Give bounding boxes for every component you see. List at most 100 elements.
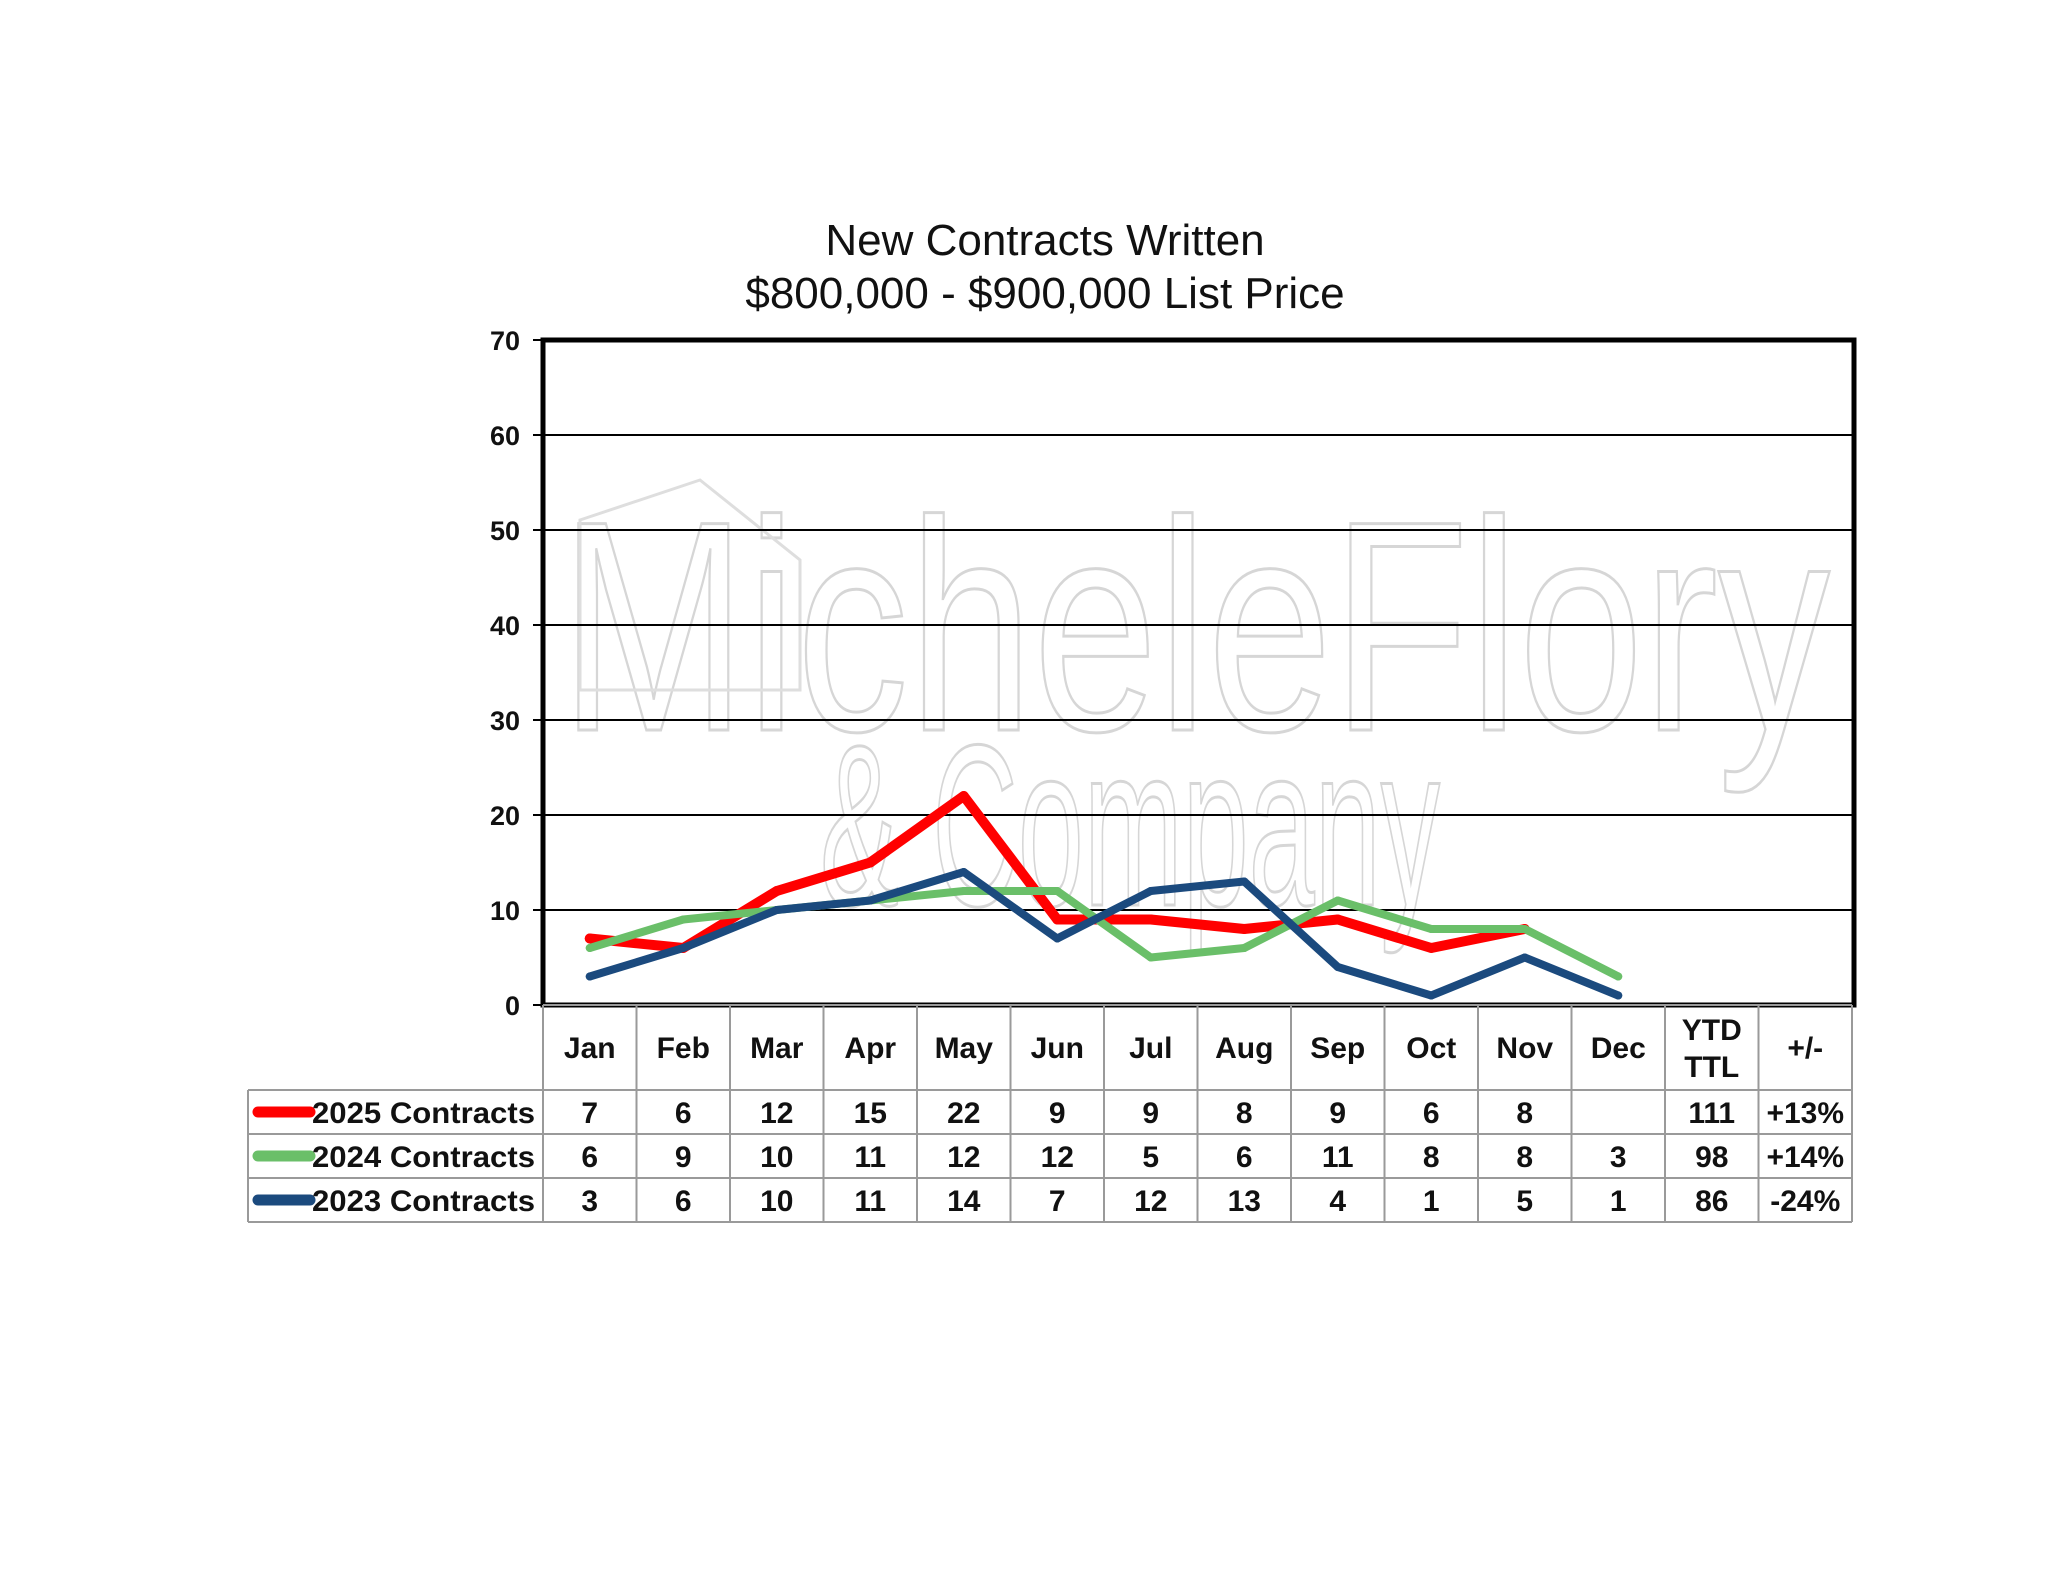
y-tick-label: 50 xyxy=(490,516,520,546)
x-tick-label: Nov xyxy=(1496,1032,1553,1065)
table-cell-value: 3 xyxy=(1610,1141,1627,1174)
y-tick-label: 70 xyxy=(490,326,520,356)
chart-title-group: New Contracts Written $800,000 - $900,00… xyxy=(745,216,1344,318)
x-tick-label: Jun xyxy=(1031,1032,1084,1065)
data-point xyxy=(1332,914,1343,925)
table-cell-value: 12 xyxy=(760,1097,793,1130)
legend-label: 2023 Contracts xyxy=(312,1185,535,1218)
table-cell-value: 4 xyxy=(1329,1185,1346,1218)
data-point xyxy=(958,791,969,801)
x-tick-label: Jan xyxy=(564,1032,616,1065)
data-point xyxy=(584,933,595,944)
data-point xyxy=(1614,972,1623,981)
data-point xyxy=(1427,925,1436,933)
table-cell-value: 7 xyxy=(581,1097,598,1130)
ytd-total-cell: 111 xyxy=(1688,1097,1735,1130)
legend-label: 2024 Contracts xyxy=(312,1141,535,1174)
data-point xyxy=(959,868,968,876)
data-point xyxy=(1240,877,1249,886)
data-point xyxy=(679,944,688,952)
change-cell: +13% xyxy=(1766,1097,1844,1130)
data-point xyxy=(959,887,968,895)
table-cell-value: 10 xyxy=(760,1185,793,1218)
table-cell-value: 5 xyxy=(1142,1141,1159,1174)
table-cell-value: 1 xyxy=(1423,1185,1440,1218)
y-axis-ticks: 0 10 20 30 40 50 60 70 xyxy=(490,326,543,1021)
table-cell-value: 11 xyxy=(1322,1141,1354,1174)
table-cell-value: 12 xyxy=(1134,1185,1167,1218)
series-lines xyxy=(584,791,1623,1000)
data-point xyxy=(1053,934,1062,943)
data-point xyxy=(1146,887,1155,895)
watermark-line-1: MicheleFlory xyxy=(560,458,1830,796)
data-point xyxy=(585,972,594,981)
y-tick-label: 30 xyxy=(490,706,520,736)
series-line xyxy=(585,887,1623,981)
data-point xyxy=(1427,991,1436,1000)
ytd-total-cell: 86 xyxy=(1695,1185,1728,1218)
table-cell-value: 6 xyxy=(581,1141,598,1174)
table-cell-value: 9 xyxy=(1142,1097,1159,1130)
table-cell-value: 3 xyxy=(581,1185,598,1218)
data-point xyxy=(1240,944,1249,952)
table-cell-value: 13 xyxy=(1228,1185,1261,1218)
data-point xyxy=(1052,914,1063,925)
ytd-total-cell: 98 xyxy=(1695,1141,1728,1174)
data-table: Jan Feb Mar Apr May Jun Jul Aug Sep Oct Nov Dec YTD T… xyxy=(247,1004,1853,1223)
table-cell-value: 12 xyxy=(947,1141,980,1174)
table-cell-value: 8 xyxy=(1516,1097,1533,1130)
table-cell-value: 10 xyxy=(760,1141,793,1174)
data-point xyxy=(1614,991,1623,1000)
data-point xyxy=(865,857,876,868)
change-header: +/- xyxy=(1787,1032,1823,1065)
table-cell-value: 22 xyxy=(947,1097,980,1130)
data-point xyxy=(679,915,688,924)
table-cell-value: 9 xyxy=(675,1141,692,1174)
chart-title: New Contracts Written xyxy=(825,216,1264,265)
table-cell-value: 1 xyxy=(1610,1185,1627,1218)
table-cell-value: 6 xyxy=(1423,1097,1440,1130)
data-point xyxy=(1333,896,1342,905)
table-cell-value: 9 xyxy=(1329,1097,1346,1130)
y-tick-label: 0 xyxy=(505,991,520,1021)
table-cell-value: 11 xyxy=(854,1141,886,1174)
table-cell-value: 15 xyxy=(854,1097,887,1130)
x-tick-label: Mar xyxy=(750,1032,804,1065)
x-tick-label: Sep xyxy=(1310,1032,1365,1065)
data-point xyxy=(1520,925,1529,933)
x-tick-label: Jul xyxy=(1129,1032,1172,1065)
table-cell-value: 5 xyxy=(1516,1185,1533,1218)
series-line xyxy=(585,868,1623,1000)
ytd-header-line-2: TTL xyxy=(1684,1051,1739,1084)
chart-subtitle: $800,000 - $900,000 List Price xyxy=(745,269,1344,318)
x-tick-label: Apr xyxy=(844,1032,896,1065)
data-point xyxy=(1053,887,1062,895)
table-cell-value: 8 xyxy=(1423,1141,1440,1174)
data-point xyxy=(1520,953,1529,962)
data-point xyxy=(585,944,594,952)
x-tick-label: Dec xyxy=(1591,1032,1646,1065)
y-tick-label: 40 xyxy=(490,611,520,641)
change-cell: +14% xyxy=(1766,1141,1844,1174)
data-point xyxy=(1146,953,1155,962)
table-cell-value: 6 xyxy=(675,1097,692,1130)
data-point xyxy=(1333,963,1342,971)
legend-label: 2025 Contracts xyxy=(312,1097,535,1130)
table-cell-value: 12 xyxy=(1041,1141,1074,1174)
table-cell-value: 6 xyxy=(675,1185,692,1218)
ytd-header-line-1: YTD xyxy=(1682,1014,1742,1047)
table-cell-value: 7 xyxy=(1049,1185,1066,1218)
y-tick-label: 60 xyxy=(490,421,520,451)
data-point xyxy=(1145,914,1156,925)
y-tick-label: 10 xyxy=(490,896,520,926)
gridlines xyxy=(543,434,1854,911)
x-tick-label: May xyxy=(935,1032,994,1065)
data-point xyxy=(772,906,781,914)
x-tick-label: Aug xyxy=(1215,1032,1273,1065)
x-tick-label: Oct xyxy=(1406,1032,1456,1065)
change-cell: -24% xyxy=(1770,1185,1840,1218)
data-point xyxy=(1239,924,1250,934)
y-tick-label: 20 xyxy=(490,801,520,831)
table-cell-value: 9 xyxy=(1049,1097,1066,1130)
